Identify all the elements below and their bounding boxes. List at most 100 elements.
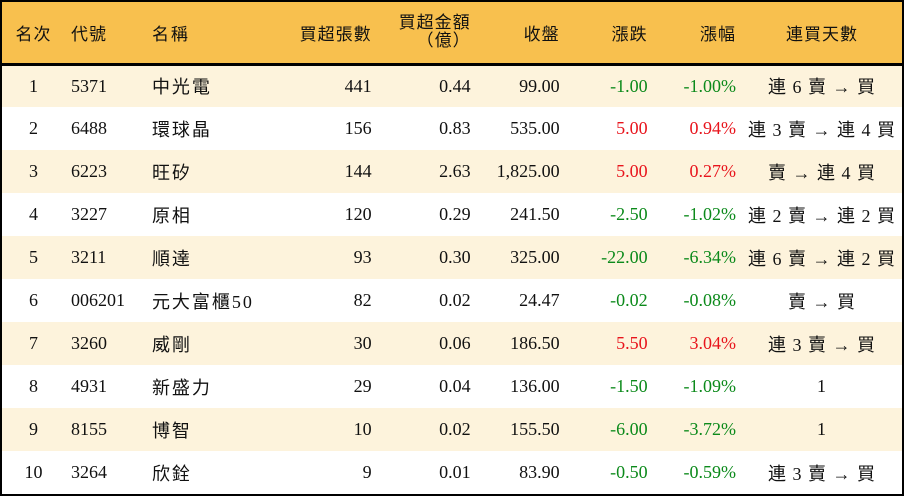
cell-change: 5.00 <box>616 161 648 181</box>
cell-net-buy-amount: 0.83 <box>439 118 471 138</box>
cell-name: 旺矽 <box>151 162 192 183</box>
cell-change-pct: -6.34% <box>683 247 737 267</box>
table-header: 名次 代號 名稱 買超張數 買超金額 （億） 收盤 漲跌 漲幅 連買天數 <box>2 2 902 64</box>
cell-rank: 9 <box>28 419 38 439</box>
header-net-buy-amount: 買超金額 （億） <box>378 2 477 64</box>
cell-close: 186.50 <box>510 333 560 353</box>
cell-net-buy-lots: 82 <box>353 290 372 310</box>
cell-code: 3211 <box>70 247 107 267</box>
cell-change: 5.00 <box>616 118 648 138</box>
table-row: 3 6223 旺矽 144 2.63 1,825.00 5.00 0.27% 賣 → 連 4 買 <box>2 150 902 193</box>
cell-change: -1.50 <box>610 376 648 396</box>
cell-close: 83.90 <box>519 462 560 482</box>
header-name: 名稱 <box>151 24 190 45</box>
cell-net-buy-lots: 441 <box>344 75 372 96</box>
cell-buy-streak: 連 3 賣 → 買 <box>768 334 876 355</box>
cell-change-pct: -3.72% <box>683 419 737 439</box>
cell-rank: 8 <box>28 376 38 396</box>
cell-close: 24.47 <box>519 290 560 310</box>
cell-buy-streak: 賣 → 連 4 買 <box>768 162 876 183</box>
cell-rank: 6 <box>28 290 38 310</box>
cell-close: 99.00 <box>519 75 560 96</box>
cell-change-pct: -1.00% <box>683 75 737 96</box>
table-row: 10 3264 欣銓 9 0.01 83.90 -0.50 -0.59% 連 3 賣 → 買 <box>2 451 902 494</box>
cell-net-buy-lots: 156 <box>344 118 372 138</box>
cell-net-buy-amount: 0.01 <box>439 462 471 482</box>
cell-name: 元大富櫃50 <box>151 291 254 312</box>
cell-code: 4931 <box>70 376 107 396</box>
table-row: 6 006201 元大富櫃50 82 0.02 24.47 -0.02 -0.08% 賣 → 買 <box>2 279 902 322</box>
cell-change-pct: -0.08% <box>683 290 737 310</box>
cell-rank: 2 <box>28 118 38 138</box>
cell-change-pct: -1.02% <box>683 204 737 224</box>
cell-net-buy-lots: 9 <box>362 462 372 482</box>
cell-close: 155.50 <box>510 419 560 439</box>
cell-buy-streak: 連 3 賣 → 連 4 買 <box>748 119 896 140</box>
cell-change-pct: 0.94% <box>689 118 737 138</box>
cell-name: 欣銓 <box>151 463 192 484</box>
cell-net-buy-amount: 0.06 <box>439 333 471 353</box>
cell-close: 535.00 <box>510 118 560 138</box>
header-code: 代號 <box>70 24 107 45</box>
table-row: 7 3260 威剛 30 0.06 186.50 5.50 3.04% 連 3 賣 → 買 <box>2 322 902 365</box>
cell-net-buy-lots: 30 <box>353 333 372 353</box>
cell-net-buy-amount: 0.02 <box>439 419 471 439</box>
table-row: 2 6488 環球晶 156 0.83 535.00 5.00 0.94% 連 3 賣 → 連 … <box>2 107 902 150</box>
cell-name: 威剛 <box>151 334 192 355</box>
cell-code: 6223 <box>70 161 107 181</box>
cell-change-pct: 0.27% <box>689 161 737 181</box>
cell-code: 3227 <box>70 204 107 224</box>
cell-buy-streak: 連 3 賣 → 買 <box>768 463 876 484</box>
header-net-buy-lots: 買超張數 <box>299 24 372 45</box>
cell-buy-streak: 1 <box>817 419 827 439</box>
cell-name: 環球晶 <box>151 119 212 140</box>
cell-close: 325.00 <box>510 247 560 267</box>
cell-change-pct: 3.04% <box>689 333 737 353</box>
cell-net-buy-amount: 0.44 <box>439 75 471 96</box>
cell-net-buy-amount: 2.63 <box>439 161 471 181</box>
cell-rank: 1 <box>28 75 38 96</box>
header-net-buy-amount-line2: （億） <box>416 31 471 52</box>
header-close: 收盤 <box>523 24 560 45</box>
cell-code: 6488 <box>70 118 107 138</box>
table-row: 8 4931 新盛力 29 0.04 136.00 -1.50 -1.09% 1 <box>2 365 902 408</box>
cell-rank: 3 <box>28 161 38 181</box>
cell-code: 8155 <box>70 419 107 439</box>
cell-net-buy-lots: 10 <box>353 419 372 439</box>
cell-net-buy-lots: 93 <box>353 247 372 267</box>
header-row: 名次 代號 名稱 買超張數 買超金額 （億） 收盤 漲跌 漲幅 連買天數 <box>2 2 902 64</box>
cell-code: 006201 <box>70 290 125 310</box>
cell-net-buy-lots: 29 <box>353 376 372 396</box>
cell-change: -1.00 <box>610 75 648 96</box>
cell-close: 1,825.00 <box>496 161 560 181</box>
cell-close: 241.50 <box>510 204 560 224</box>
cell-close: 136.00 <box>510 376 560 396</box>
cell-code: 3260 <box>70 333 107 353</box>
header-buy-streak: 連買天數 <box>786 24 858 45</box>
header-net-buy-amount-line1: 買超金額 <box>398 13 471 34</box>
cell-code: 3264 <box>70 462 107 482</box>
cell-name: 博智 <box>151 420 192 441</box>
cell-net-buy-amount: 0.04 <box>439 376 471 396</box>
cell-change: -22.00 <box>601 247 648 267</box>
cell-buy-streak: 連 6 賣 → 連 2 買 <box>748 248 896 269</box>
cell-net-buy-amount: 0.29 <box>439 204 471 224</box>
cell-net-buy-amount: 0.02 <box>439 290 471 310</box>
cell-change: -0.02 <box>610 290 648 310</box>
cell-name: 原相 <box>151 205 192 226</box>
cell-buy-streak: 1 <box>817 376 827 396</box>
cell-name: 中光電 <box>151 77 212 98</box>
cell-net-buy-lots: 120 <box>344 204 372 224</box>
cell-change-pct: -1.09% <box>683 376 737 396</box>
table-row: 4 3227 原相 120 0.29 241.50 -2.50 -1.02% 連 2 賣 → 連… <box>2 193 902 236</box>
table-body: 1 5371 中光電 441 0.44 99.00 -1.00 -1.00% 連 6 賣 → 買… <box>2 64 902 494</box>
cell-net-buy-lots: 144 <box>344 161 372 181</box>
cell-change: -2.50 <box>610 204 648 224</box>
cell-net-buy-amount: 0.30 <box>439 247 471 267</box>
header-change: 漲跌 <box>611 24 648 45</box>
table-row: 9 8155 博智 10 0.02 155.50 -6.00 -3.72% 1 <box>2 408 902 451</box>
cell-name: 新盛力 <box>151 377 212 398</box>
cell-change-pct: -0.59% <box>683 462 737 482</box>
